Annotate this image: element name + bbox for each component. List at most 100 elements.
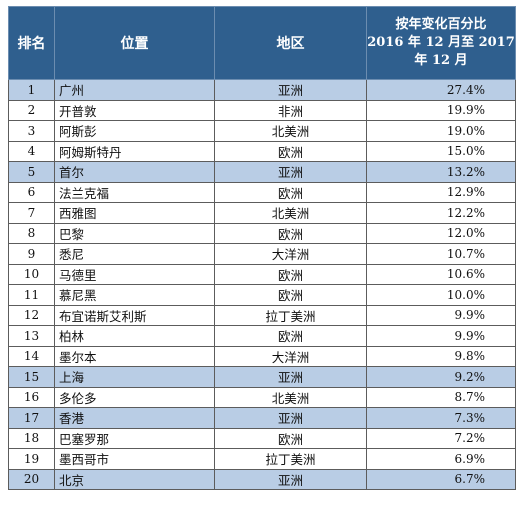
- region-cell: 欧洲: [214, 325, 367, 347]
- change-cell: 10.0%: [366, 284, 516, 306]
- table-row: 5 首尔 亚洲 13.2%: [8, 161, 516, 183]
- rank-cell: 4: [8, 140, 55, 162]
- table-row: 10 马德里 欧洲 10.6%: [8, 263, 516, 285]
- header-region: 地区: [214, 6, 367, 80]
- rank-cell: 13: [8, 325, 55, 347]
- table-row: 20 北京 亚洲 6.7%: [8, 468, 516, 490]
- city-cell: 开普敦: [54, 99, 215, 121]
- region-cell: 欧洲: [214, 222, 367, 244]
- change-cell: 7.2%: [366, 427, 516, 449]
- change-cell: 15.0%: [366, 140, 516, 162]
- city-cell: 巴黎: [54, 222, 215, 244]
- city-cell: 北京: [54, 468, 215, 490]
- city-cell: 墨西哥市: [54, 448, 215, 470]
- change-cell: 9.9%: [366, 304, 516, 326]
- change-cell: 19.9%: [366, 99, 516, 121]
- header-location: 位置: [54, 6, 215, 80]
- region-cell: 拉丁美洲: [214, 448, 367, 470]
- change-cell: 19.0%: [366, 120, 516, 142]
- rank-cell: 5: [8, 161, 55, 183]
- region-cell: 亚洲: [214, 366, 367, 388]
- table-row: 17 香港 亚洲 7.3%: [8, 407, 516, 429]
- table-row: 12 布宜诺斯艾利斯 拉丁美洲 9.9%: [8, 304, 516, 326]
- change-cell: 9.8%: [366, 345, 516, 367]
- change-cell: 10.7%: [366, 243, 516, 265]
- city-cell: 巴塞罗那: [54, 427, 215, 449]
- rank-cell: 10: [8, 263, 55, 285]
- city-cell: 西雅图: [54, 202, 215, 224]
- city-cell: 首尔: [54, 161, 215, 183]
- city-cell: 阿斯彭: [54, 120, 215, 142]
- table-row: 14 墨尔本 大洋洲 9.8%: [8, 345, 516, 367]
- rank-cell: 2: [8, 99, 55, 121]
- region-cell: 非洲: [214, 99, 367, 121]
- table-row: 6 法兰克福 欧洲 12.9%: [8, 181, 516, 203]
- region-cell: 北美洲: [214, 202, 367, 224]
- rank-cell: 1: [8, 79, 55, 101]
- region-cell: 欧洲: [214, 140, 367, 162]
- region-cell: 欧洲: [214, 284, 367, 306]
- rank-cell: 18: [8, 427, 55, 449]
- change-cell: 12.9%: [366, 181, 516, 203]
- rank-cell: 14: [8, 345, 55, 367]
- table-row: 18 巴塞罗那 欧洲 7.2%: [8, 427, 516, 449]
- change-cell: 10.6%: [366, 263, 516, 285]
- city-cell: 悉尼: [54, 243, 215, 265]
- rank-cell: 20: [8, 468, 55, 490]
- header-rank: 排名: [8, 6, 55, 80]
- change-cell: 6.9%: [366, 448, 516, 470]
- table-body: 1 广州 亚洲 27.4% 2 开普敦 非洲 19.9% 3 阿斯彭 北美洲 19.0% 4 阿姆斯特丹欧…: [8, 79, 516, 490]
- change-cell: 8.7%: [366, 386, 516, 408]
- rank-cell: 9: [8, 243, 55, 265]
- region-cell: 大洋洲: [214, 243, 367, 265]
- rank-cell: 7: [8, 202, 55, 224]
- table-row: 3 阿斯彭 北美洲 19.0%: [8, 120, 516, 142]
- change-cell: 7.3%: [366, 407, 516, 429]
- table-row: 16 多伦多 北美洲 8.7%: [8, 386, 516, 408]
- region-cell: 欧洲: [214, 263, 367, 285]
- city-cell: 慕尼黑: [54, 284, 215, 306]
- ranking-table-container: 排名 位置 地区 按年变化百分比 2016 年 12 月至 2017 年 12 …: [8, 6, 516, 490]
- table-header-row: 排名 位置 地区 按年变化百分比 2016 年 12 月至 2017 年 12 …: [8, 6, 516, 80]
- region-cell: 亚洲: [214, 161, 367, 183]
- region-cell: 欧洲: [214, 427, 367, 449]
- table-row: 9 悉尼 大洋洲 10.7%: [8, 243, 516, 265]
- change-cell: 12.0%: [366, 222, 516, 244]
- table-row: 8 巴黎 欧洲 12.0%: [8, 222, 516, 244]
- table-row: 1 广州 亚洲 27.4%: [8, 79, 516, 101]
- rank-cell: 11: [8, 284, 55, 306]
- table-row: 11 慕尼黑 欧洲 10.0%: [8, 284, 516, 306]
- table-row: 2 开普敦 非洲 19.9%: [8, 99, 516, 121]
- city-cell: 马德里: [54, 263, 215, 285]
- rank-cell: 12: [8, 304, 55, 326]
- region-cell: 北美洲: [214, 386, 367, 408]
- change-cell: 9.9%: [366, 325, 516, 347]
- region-cell: 拉丁美洲: [214, 304, 367, 326]
- city-cell: 墨尔本: [54, 345, 215, 367]
- region-cell: 亚洲: [214, 468, 367, 490]
- table-row: 15 上海 亚洲 9.2%: [8, 366, 516, 388]
- rank-cell: 3: [8, 120, 55, 142]
- table-row: 13 柏林 欧洲 9.9%: [8, 325, 516, 347]
- rank-cell: 19: [8, 448, 55, 470]
- rank-cell: 6: [8, 181, 55, 203]
- region-cell: 亚洲: [214, 407, 367, 429]
- rank-cell: 17: [8, 407, 55, 429]
- change-cell: 9.2%: [366, 366, 516, 388]
- city-cell: 香港: [54, 407, 215, 429]
- ranking-table: 排名 位置 地区 按年变化百分比 2016 年 12 月至 2017 年 12 …: [8, 6, 516, 490]
- region-cell: 亚洲: [214, 79, 367, 101]
- city-cell: 阿姆斯特丹: [54, 140, 215, 162]
- rank-cell: 16: [8, 386, 55, 408]
- table-row: 19 墨西哥市 拉丁美洲 6.9%: [8, 448, 516, 470]
- change-cell: 27.4%: [366, 79, 516, 101]
- header-change: 按年变化百分比 2016 年 12 月至 2017 年 12 月: [366, 6, 516, 80]
- table-row: 4 阿姆斯特丹 欧洲 15.0%: [8, 140, 516, 162]
- table-row: 7 西雅图 北美洲 12.2%: [8, 202, 516, 224]
- change-cell: 6.7%: [366, 468, 516, 490]
- region-cell: 欧洲: [214, 181, 367, 203]
- city-cell: 柏林: [54, 325, 215, 347]
- city-cell: 布宜诺斯艾利斯: [54, 304, 215, 326]
- city-cell: 法兰克福: [54, 181, 215, 203]
- header-change-line3: 年 12 月: [414, 53, 468, 68]
